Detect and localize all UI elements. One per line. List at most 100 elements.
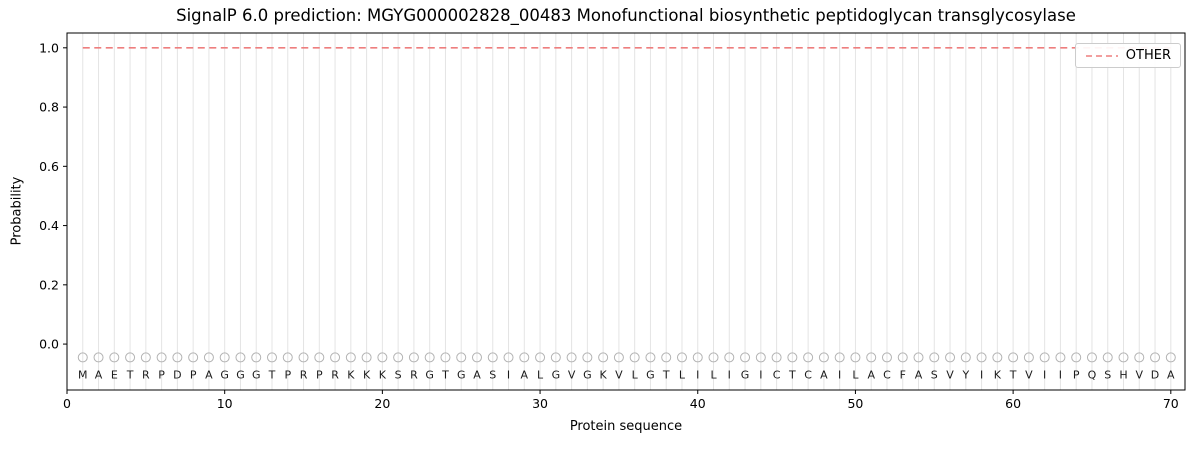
residue-marker [1039,352,1050,363]
residue-marker [471,352,482,363]
residue-letter: M [78,368,88,381]
residue-letter: G [583,368,592,381]
residue-marker [1165,352,1176,363]
residue-marker [1150,352,1161,363]
residue-letter: L [632,368,639,381]
x-tick-label: 30 [532,396,548,411]
residue-letter: A [915,368,923,381]
residue-marker [1134,352,1145,363]
residue-marker [203,352,214,363]
residue-marker [771,352,782,363]
residue-marker [992,352,1003,363]
residue-letter: A [820,368,828,381]
residue-letter: G [457,368,466,381]
residue-letter: I [507,368,510,381]
x-tick-label: 0 [63,396,71,411]
residue-marker [93,352,104,363]
residue-letter: S [489,368,496,381]
residue-marker [818,352,829,363]
residue-marker [724,352,735,363]
residue-letter: H [1119,368,1127,381]
residue-marker [598,352,609,363]
residue-marker [708,352,719,363]
residue-letter: G [220,368,229,381]
residue-marker [393,352,404,363]
residue-marker [377,352,388,363]
residue-marker [345,352,356,363]
residue-letter: I [1059,368,1062,381]
residue-marker [692,352,703,363]
residue-letter: R [410,368,418,381]
residue-letter: I [728,368,731,381]
residue-letter: K [379,368,387,381]
y-tick-label: 1.0 [39,40,59,55]
residue-marker [834,352,845,363]
residue-marker [1102,352,1113,363]
residue-letter: G [236,368,245,381]
residue-marker [613,352,624,363]
residue-letter: T [126,368,134,381]
residue-letter: G [425,368,434,381]
residue-marker [519,352,530,363]
residue-marker [172,352,183,363]
y-tick-label: 0.6 [39,159,59,174]
residue-marker [282,352,293,363]
residue-letter: L [537,368,544,381]
residue-letter: I [759,368,762,381]
residue-marker [314,352,325,363]
residue-letter: L [710,368,717,381]
legend-label-other: OTHER [1125,48,1171,63]
residue-letter: T [1009,368,1017,381]
residue-marker [109,352,120,363]
residue-letter: K [600,368,608,381]
legend: OTHER [1074,43,1181,68]
residue-marker [156,352,167,363]
residue-letter: A [521,368,529,381]
residue-marker [629,352,640,363]
x-axis-label: Protein sequence [569,419,683,434]
residue-letter: T [662,368,670,381]
residue-marker [645,352,656,363]
residue-letter: T [441,368,449,381]
residue-marker [535,352,546,363]
residue-marker [140,352,151,363]
x-tick-label: 20 [374,396,390,411]
residue-letter: G [252,368,261,381]
residue-marker [298,352,309,363]
residue-letter: R [300,368,308,381]
residue-letter: K [347,368,355,381]
residue-letter: P [316,368,323,381]
residue-marker [676,352,687,363]
residue-marker [1071,352,1082,363]
residue-letter: A [1167,368,1175,381]
y-tick-label: 0.8 [39,100,59,115]
residue-marker [945,352,956,363]
residue-marker [755,352,766,363]
residue-marker [456,352,467,363]
residue-letter: R [142,368,150,381]
residue-letter: S [395,368,402,381]
residue-letter: V [946,368,954,381]
residue-marker [361,352,372,363]
residue-marker [1055,352,1066,363]
residue-letter: D [173,368,181,381]
residue-marker [408,352,419,363]
x-tick-label: 50 [847,396,863,411]
residue-letter: S [931,368,938,381]
residue-marker [566,352,577,363]
residue-marker [1086,352,1097,363]
x-tick-label: 40 [690,396,706,411]
x-tick-label: 60 [1005,396,1021,411]
residue-marker [913,352,924,363]
residue-letter: T [268,368,276,381]
residue-letter: I [980,368,983,381]
x-tick-label: 70 [1163,396,1179,411]
residue-marker [440,352,451,363]
residue-letter: A [867,368,875,381]
residue-letter: D [1151,368,1159,381]
residue-marker [960,352,971,363]
residue-marker [582,352,593,363]
residue-marker [550,352,561,363]
residue-marker [881,352,892,363]
